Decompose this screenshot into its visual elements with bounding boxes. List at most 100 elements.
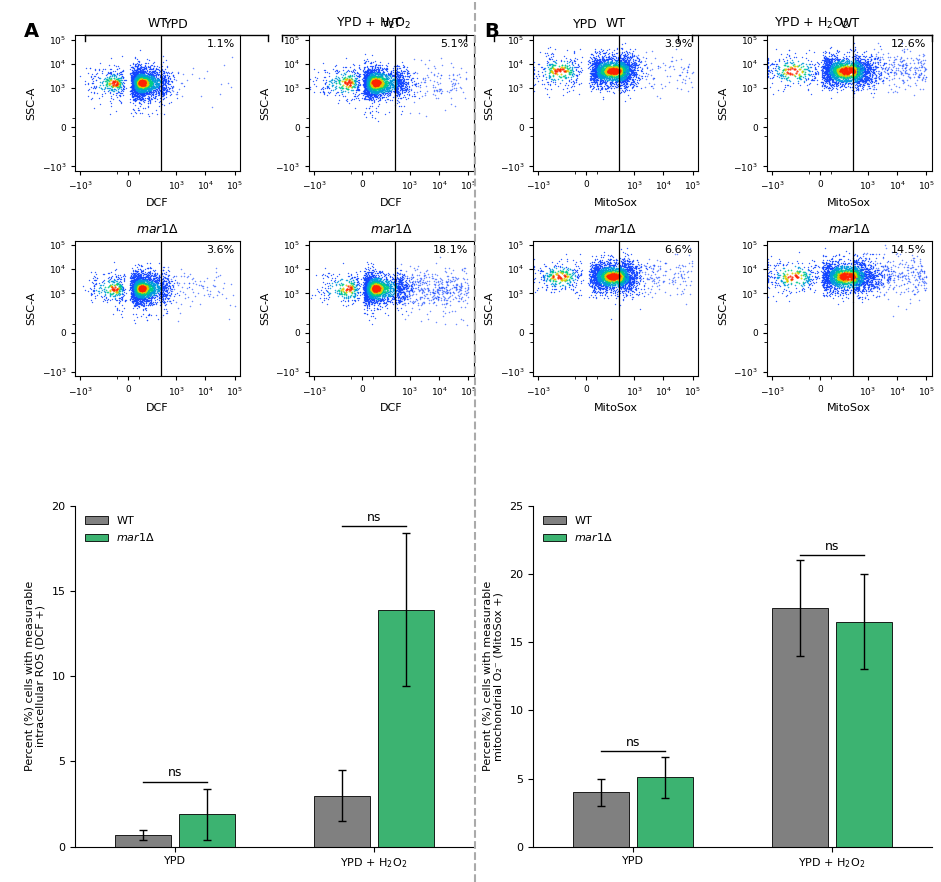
Point: [817, 60, 832, 74]
Point: [359, 75, 375, 89]
Point: [113, 76, 128, 90]
Point: [372, 291, 387, 305]
Point: [388, 273, 403, 288]
Point: [612, 71, 627, 86]
Point: [364, 281, 379, 295]
Point: [364, 72, 379, 86]
Point: [363, 275, 378, 289]
Point: [590, 63, 605, 77]
Point: [157, 273, 172, 288]
Point: [151, 73, 166, 87]
Point: [363, 281, 378, 295]
Point: [821, 265, 836, 280]
Point: [131, 82, 146, 96]
Point: [125, 286, 140, 300]
Point: [630, 63, 646, 77]
Point: [818, 71, 833, 85]
Point: [114, 290, 129, 304]
Point: [124, 71, 139, 86]
Point: [135, 64, 150, 78]
Point: [593, 263, 608, 277]
Point: [155, 74, 170, 88]
Point: [834, 56, 849, 71]
Point: [151, 76, 166, 90]
Point: [129, 277, 144, 291]
Point: [340, 94, 355, 108]
Point: [626, 278, 641, 292]
Point: [138, 64, 153, 78]
Point: [621, 263, 636, 277]
Point: [816, 266, 831, 280]
Point: [400, 85, 415, 99]
Point: [859, 66, 874, 80]
Point: [131, 273, 146, 288]
Point: [621, 57, 636, 71]
Point: [361, 77, 376, 91]
Point: [357, 277, 372, 291]
Point: [593, 266, 608, 280]
Point: [860, 273, 875, 287]
Point: [134, 309, 149, 323]
Point: [350, 286, 365, 300]
Point: [367, 281, 382, 295]
Point: [596, 265, 611, 279]
Point: [825, 56, 840, 71]
Point: [829, 58, 844, 72]
Point: [822, 272, 837, 286]
Point: [362, 275, 377, 289]
Point: [617, 66, 632, 80]
Point: [377, 86, 392, 101]
Point: [598, 65, 613, 79]
Point: [861, 269, 876, 283]
Point: [565, 67, 580, 81]
Point: [865, 72, 880, 86]
Point: [546, 263, 561, 277]
Point: [597, 53, 612, 67]
Point: [867, 64, 882, 78]
Point: [611, 273, 626, 288]
Point: [617, 66, 632, 80]
Point: [621, 281, 636, 295]
Point: [590, 264, 605, 278]
Point: [94, 87, 109, 101]
Point: [359, 281, 374, 295]
Point: [860, 271, 875, 285]
Point: [134, 68, 149, 82]
Point: [148, 282, 163, 296]
Point: [592, 260, 607, 274]
Point: [595, 65, 610, 79]
Point: [547, 55, 562, 69]
Point: [595, 64, 610, 78]
Point: [146, 64, 161, 78]
Point: [845, 279, 860, 293]
Point: [774, 273, 789, 288]
Point: [851, 279, 866, 293]
Point: [824, 49, 839, 63]
Point: [818, 275, 833, 289]
Point: [390, 270, 405, 284]
Point: [366, 277, 381, 291]
Point: [589, 262, 604, 276]
Point: [126, 288, 141, 302]
Point: [776, 269, 791, 283]
Point: [615, 51, 630, 65]
Point: [372, 282, 387, 296]
Point: [829, 264, 844, 278]
Point: [136, 78, 151, 92]
Point: [861, 265, 876, 279]
Point: [154, 286, 169, 300]
Point: [359, 78, 374, 92]
Point: [127, 81, 142, 95]
Point: [324, 83, 339, 97]
Point: [770, 266, 785, 280]
Point: [379, 296, 394, 310]
Point: [358, 284, 373, 298]
Point: [375, 78, 390, 92]
Point: [151, 279, 166, 293]
Point: [827, 275, 842, 289]
Point: [837, 60, 852, 74]
Point: [375, 281, 391, 295]
Point: [371, 74, 386, 88]
Point: [131, 82, 146, 96]
Point: [365, 276, 380, 290]
